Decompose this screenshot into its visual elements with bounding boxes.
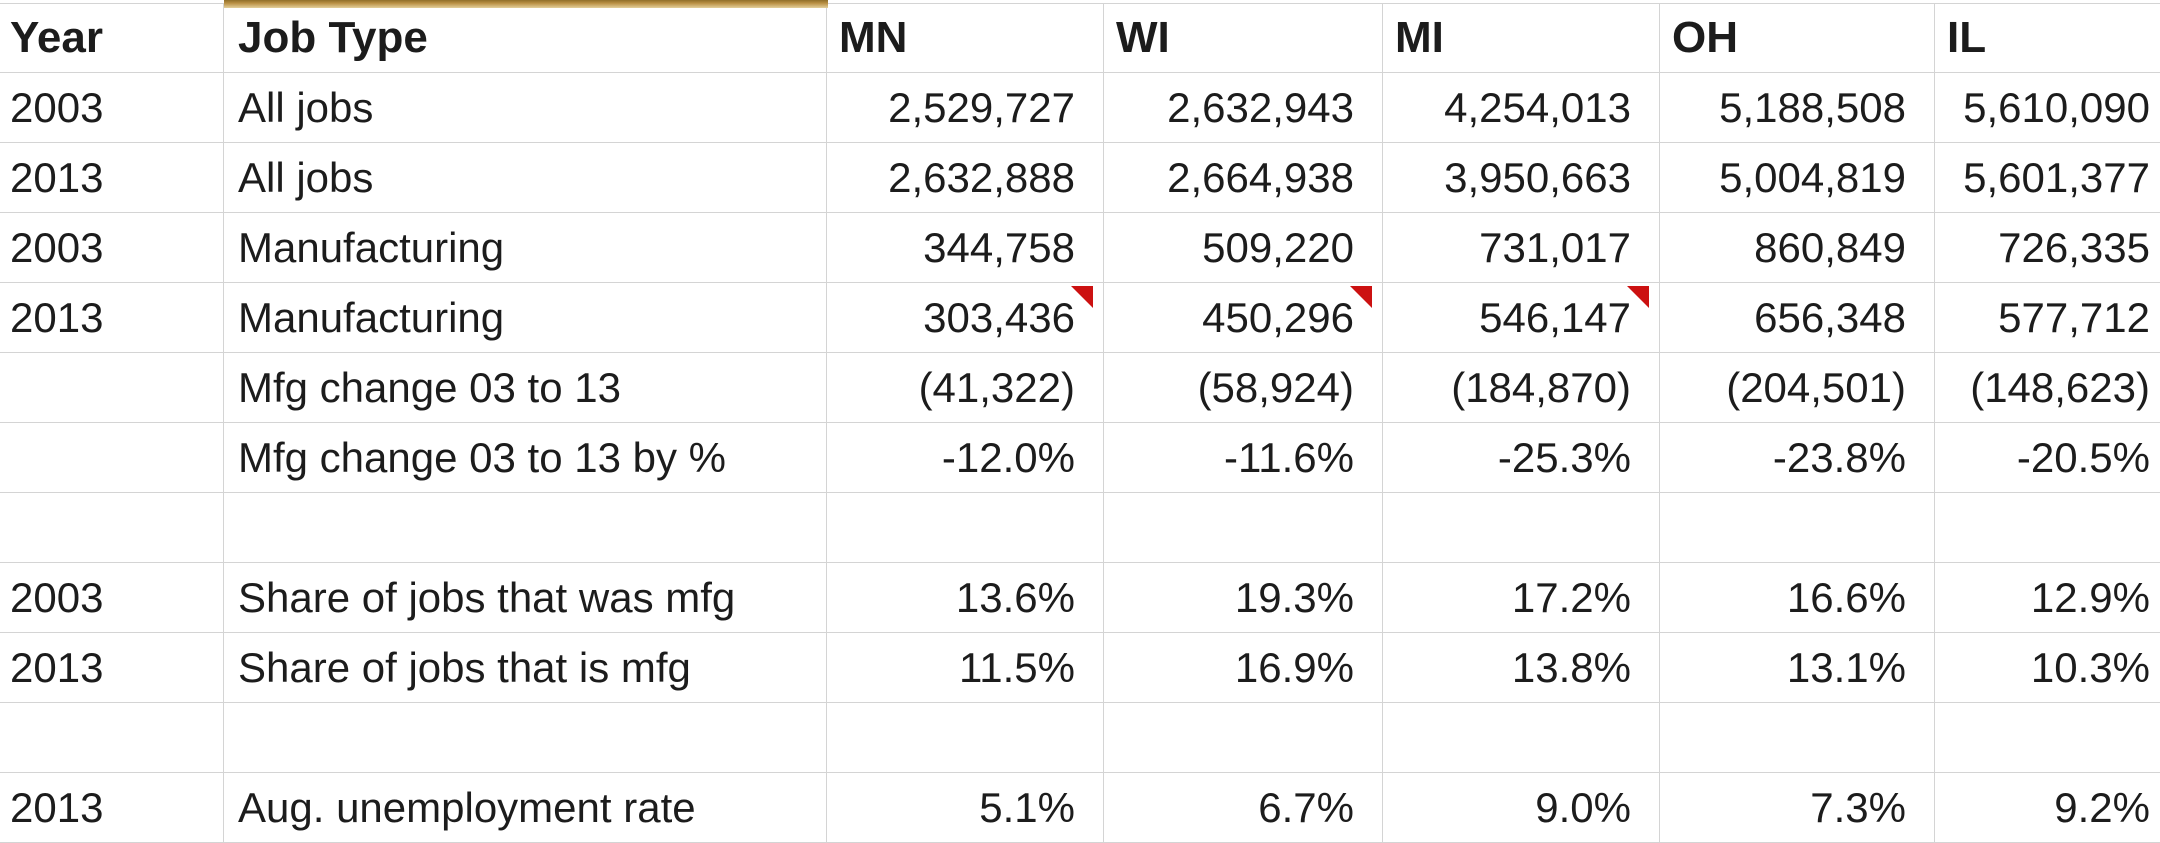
- table-cell[interactable]: 6.7%: [1104, 773, 1383, 843]
- table-cell[interactable]: 2003: [0, 73, 224, 143]
- table-cell[interactable]: 4,254,013: [1383, 73, 1660, 143]
- table-cell[interactable]: 5,601,377: [1935, 143, 2160, 213]
- column-header-cell[interactable]: IL: [1935, 3, 2160, 73]
- table-cell[interactable]: 2013: [0, 773, 224, 843]
- table-cell[interactable]: 3,950,663: [1383, 143, 1660, 213]
- table-cell[interactable]: Mfg change 03 to 13: [224, 353, 827, 423]
- column-header-cell[interactable]: MN: [827, 3, 1104, 73]
- table-cell[interactable]: (41,322): [827, 353, 1104, 423]
- table-cell[interactable]: 13.1%: [1660, 633, 1935, 703]
- table-cell[interactable]: [1935, 493, 2160, 563]
- table-cell[interactable]: 860,849: [1660, 213, 1935, 283]
- table-cell[interactable]: Manufacturing: [224, 213, 827, 283]
- table-cell[interactable]: All jobs: [224, 73, 827, 143]
- table-cell[interactable]: 11.5%: [827, 633, 1104, 703]
- table-cell[interactable]: 2,632,888: [827, 143, 1104, 213]
- table-cell[interactable]: 726,335: [1935, 213, 2160, 283]
- table-cell[interactable]: [0, 423, 224, 493]
- table-cell[interactable]: Manufacturing: [224, 283, 827, 353]
- table-cell[interactable]: 2013: [0, 633, 224, 703]
- table: Year Job Type MN WI MI OH IL 2003 All jobs 2,529,…: [0, 3, 2160, 843]
- table-cell[interactable]: [1935, 703, 2160, 773]
- table-cell[interactable]: [0, 353, 224, 423]
- table-cell[interactable]: 16.9%: [1104, 633, 1383, 703]
- table-cell[interactable]: (58,924): [1104, 353, 1383, 423]
- table-cell[interactable]: [1383, 493, 1660, 563]
- table-cell[interactable]: -20.5%: [1935, 423, 2160, 493]
- table-cell[interactable]: [0, 703, 224, 773]
- column-header-cell[interactable]: OH: [1660, 3, 1935, 73]
- table-cell[interactable]: 16.6%: [1660, 563, 1935, 633]
- table-cell[interactable]: 2013: [0, 283, 224, 353]
- table-cell[interactable]: (148,623): [1935, 353, 2160, 423]
- table-cell[interactable]: (184,870): [1383, 353, 1660, 423]
- table-cell[interactable]: 9.2%: [1935, 773, 2160, 843]
- table-cell[interactable]: 19.3%: [1104, 563, 1383, 633]
- column-header-cell[interactable]: MI: [1383, 3, 1660, 73]
- table-cell[interactable]: 546,147: [1383, 283, 1660, 353]
- table-cell[interactable]: [1660, 493, 1935, 563]
- table-cell[interactable]: 2003: [0, 213, 224, 283]
- table-cell[interactable]: [1660, 703, 1935, 773]
- table-cell[interactable]: Mfg change 03 to 13 by %: [224, 423, 827, 493]
- table-cell[interactable]: Share of jobs that was mfg: [224, 563, 827, 633]
- table-cell[interactable]: Aug. unemployment rate: [224, 773, 827, 843]
- table-cell[interactable]: -25.3%: [1383, 423, 1660, 493]
- table-cell[interactable]: -12.0%: [827, 423, 1104, 493]
- table-cell[interactable]: 2,664,938: [1104, 143, 1383, 213]
- table-cell[interactable]: 5,004,819: [1660, 143, 1935, 213]
- table-cell[interactable]: 344,758: [827, 213, 1104, 283]
- table-cell[interactable]: 12.9%: [1935, 563, 2160, 633]
- table-cell[interactable]: 577,712: [1935, 283, 2160, 353]
- table-cell[interactable]: 2003: [0, 563, 224, 633]
- table-cell[interactable]: [0, 493, 224, 563]
- table-cell[interactable]: Share of jobs that is mfg: [224, 633, 827, 703]
- table-cell[interactable]: 731,017: [1383, 213, 1660, 283]
- table-cell[interactable]: 5.1%: [827, 773, 1104, 843]
- table-cell[interactable]: 13.6%: [827, 563, 1104, 633]
- comment-indicator-icon: [1627, 286, 1649, 308]
- table-cell[interactable]: [827, 493, 1104, 563]
- table-cell[interactable]: 5,188,508: [1660, 73, 1935, 143]
- table-cell[interactable]: 2,632,943: [1104, 73, 1383, 143]
- comment-indicator-icon: [1350, 286, 1372, 308]
- column-header-cell[interactable]: WI: [1104, 3, 1383, 73]
- column-header-cell[interactable]: Year: [0, 3, 224, 73]
- table-cell[interactable]: 5,610,090: [1935, 73, 2160, 143]
- table-cell[interactable]: 450,296: [1104, 283, 1383, 353]
- table-cell[interactable]: -23.8%: [1660, 423, 1935, 493]
- table-cell[interactable]: 7.3%: [1660, 773, 1935, 843]
- table-cell[interactable]: 10.3%: [1935, 633, 2160, 703]
- gold-top-border: [224, 0, 828, 8]
- table-cell[interactable]: 9.0%: [1383, 773, 1660, 843]
- table-cell[interactable]: 2,529,727: [827, 73, 1104, 143]
- table-cell[interactable]: [1104, 493, 1383, 563]
- table-cell[interactable]: 2013: [0, 143, 224, 213]
- table-cell[interactable]: [224, 493, 827, 563]
- table-cell[interactable]: [1383, 703, 1660, 773]
- table-cell[interactable]: 509,220: [1104, 213, 1383, 283]
- table-cell[interactable]: [827, 703, 1104, 773]
- table-cell[interactable]: [224, 703, 827, 773]
- table-cell[interactable]: 656,348: [1660, 283, 1935, 353]
- table-cell[interactable]: All jobs: [224, 143, 827, 213]
- comment-indicator-icon: [1071, 286, 1093, 308]
- table-cell[interactable]: [1104, 703, 1383, 773]
- column-header-cell[interactable]: Job Type: [224, 3, 827, 73]
- table-cell[interactable]: 13.8%: [1383, 633, 1660, 703]
- table-cell[interactable]: (204,501): [1660, 353, 1935, 423]
- table-cell[interactable]: 17.2%: [1383, 563, 1660, 633]
- table-cell[interactable]: 303,436: [827, 283, 1104, 353]
- table-cell[interactable]: -11.6%: [1104, 423, 1383, 493]
